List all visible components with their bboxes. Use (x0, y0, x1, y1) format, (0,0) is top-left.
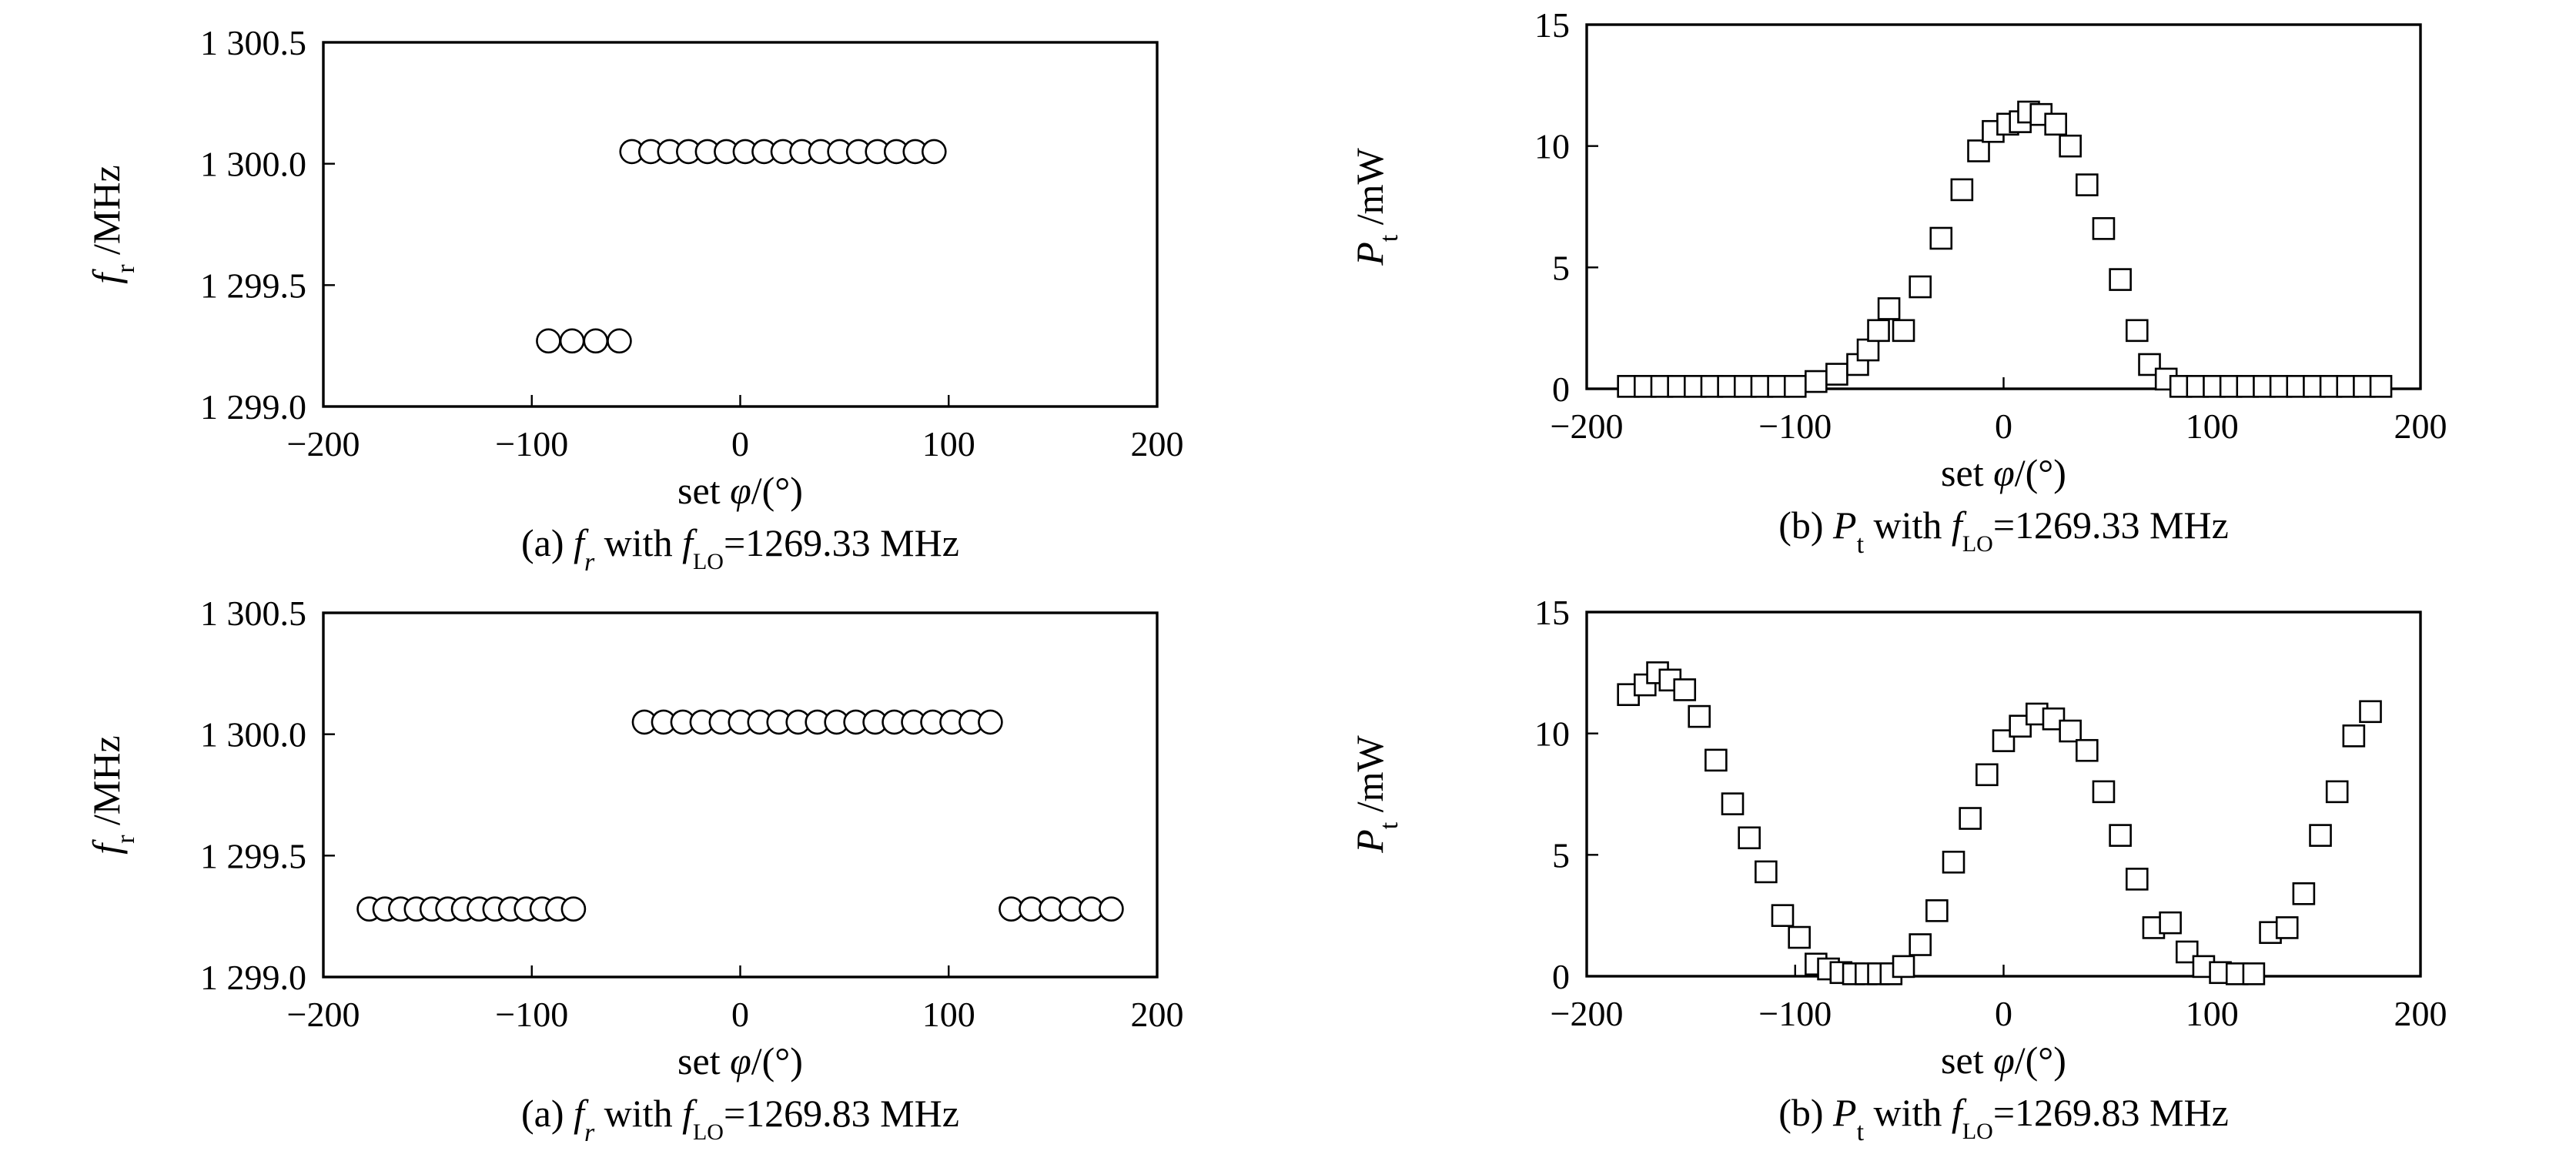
svg-text:1 300.5: 1 300.5 (200, 31, 306, 62)
svg-text:−200: −200 (287, 424, 360, 463)
svg-text:−100: −100 (1758, 994, 1832, 1033)
svg-text:−200: −200 (1551, 407, 1624, 446)
svg-text:10: 10 (1534, 127, 1570, 166)
svg-text:0: 0 (1552, 370, 1570, 409)
svg-text:−200: −200 (287, 995, 360, 1034)
svg-text:100: 100 (922, 424, 975, 463)
svg-text:0: 0 (1995, 994, 2012, 1033)
svg-text:−100: −100 (1758, 407, 1832, 446)
svg-text:5: 5 (1552, 248, 1570, 287)
svg-text:200: 200 (1131, 995, 1184, 1034)
svg-text:1 300.0: 1 300.0 (200, 715, 306, 754)
svg-text:1 299.5: 1 299.5 (200, 266, 306, 305)
svg-text:10: 10 (1534, 714, 1570, 754)
svg-text:set φ/(°): set φ/(°) (1941, 451, 2066, 494)
svg-text:−100: −100 (495, 995, 568, 1034)
svg-text:5: 5 (1552, 835, 1570, 875)
svg-text:−200: −200 (1551, 994, 1624, 1033)
svg-text:set φ/(°): set φ/(°) (677, 469, 803, 512)
svg-text:0: 0 (1552, 957, 1570, 996)
svg-text:100: 100 (2186, 994, 2239, 1033)
svg-text:0: 0 (1995, 407, 2012, 446)
svg-text:200: 200 (1131, 424, 1184, 463)
svg-text:15: 15 (1534, 601, 1570, 632)
svg-text:100: 100 (2186, 407, 2239, 446)
svg-text:−100: −100 (495, 424, 568, 463)
svg-text:1 300.0: 1 300.0 (200, 145, 306, 184)
svg-text:1 299.0: 1 299.0 (200, 958, 306, 997)
svg-text:0: 0 (731, 424, 749, 463)
svg-text:set φ/(°): set φ/(°) (1941, 1039, 2066, 1082)
svg-text:200: 200 (2394, 407, 2447, 446)
svg-text:1 299.0: 1 299.0 (200, 387, 306, 427)
svg-text:100: 100 (922, 995, 975, 1034)
svg-text:200: 200 (2394, 994, 2447, 1033)
svg-text:set φ/(°): set φ/(°) (677, 1039, 803, 1082)
svg-text:0: 0 (731, 995, 749, 1034)
svg-text:15: 15 (1534, 13, 1570, 45)
svg-text:1 299.5: 1 299.5 (200, 836, 306, 875)
svg-text:1 300.5: 1 300.5 (200, 601, 306, 633)
